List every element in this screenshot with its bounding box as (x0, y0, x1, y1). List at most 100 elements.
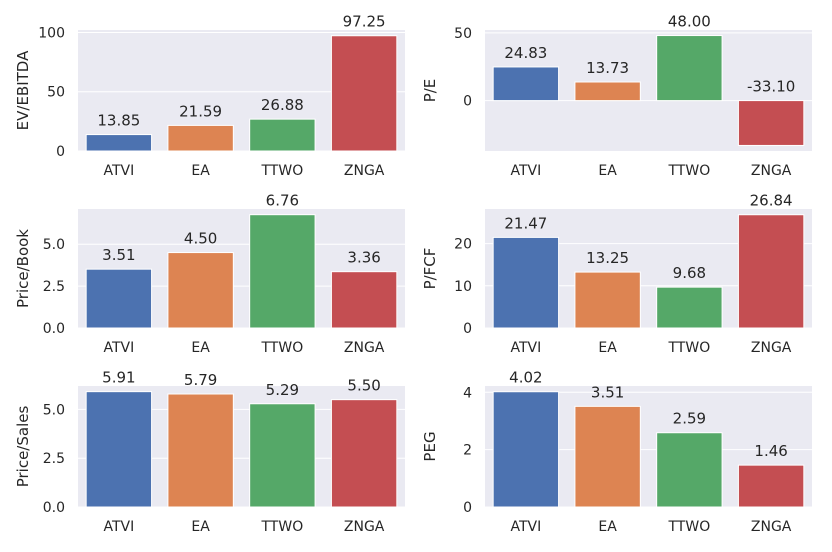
p-e-bar-atvi (492, 66, 560, 102)
peg-x-tick-label: ZNGA (751, 519, 792, 535)
ev-ebitda-x-tick-label: ZNGA (344, 163, 385, 179)
p-fcf-data-label: 26.84 (750, 192, 793, 210)
price-book-y-tick-label: 0.0 (43, 321, 65, 337)
p-e-bar-ea (574, 81, 641, 102)
price-book-bar-atvi (85, 268, 153, 329)
peg-bar-znga (737, 464, 805, 508)
price-book-y-tick-label: 5.0 (43, 237, 65, 253)
ev-ebitda-data-label: 21.59 (179, 102, 222, 120)
p-fcf-bar-atvi (492, 236, 560, 329)
p-e-x-tick-label: ATVI (511, 163, 542, 179)
ev-ebitda-y-tick-label: 100 (38, 25, 65, 41)
ev-ebitda-data-label: 26.88 (261, 96, 304, 114)
price-sales-data-label: 5.91 (102, 369, 135, 387)
subplot-p-fcf: 0 10 20 21.47 ATVI 13.25 EA 9.68 TTWO 26.84 ZNGA P/… (421, 192, 812, 356)
p-e-bar-ttwo (656, 35, 723, 102)
p-e-data-label: -33.10 (747, 78, 795, 96)
ev-ebitda-bar-atvi (85, 134, 153, 152)
p-e-y-axis-label: P/E (421, 79, 439, 103)
peg-data-label: 1.46 (754, 442, 787, 460)
price-sales-bar-znga (330, 399, 398, 508)
price-book-data-label: 4.50 (184, 230, 217, 248)
p-fcf-x-tick-label: ATVI (511, 340, 542, 356)
price-sales-bar-ea (167, 393, 234, 508)
ev-ebitda-y-tick-label: 50 (47, 85, 65, 101)
subplot-p-e: 0 50 24.83 ATVI 13.73 EA 48.00 TTWO -33.10 ZNGA P/… (421, 13, 812, 179)
peg-bar-ea (574, 405, 641, 508)
p-fcf-bar-ea (574, 271, 641, 329)
p-fcf-y-tick-label: 0 (463, 321, 472, 337)
price-sales-y-tick-label: 5.0 (43, 402, 65, 418)
price-sales-x-tick-label: ZNGA (344, 519, 385, 535)
p-e-y-tick-label: 50 (454, 26, 472, 42)
price-sales-bar-atvi (85, 391, 153, 508)
ev-ebitda-bar-znga (330, 35, 398, 152)
ev-ebitda-y-tick-label: 0 (56, 144, 65, 160)
ev-ebitda-bar-ea (167, 124, 234, 152)
peg-y-axis-label: PEG (421, 431, 439, 461)
peg-data-label: 3.51 (591, 383, 624, 401)
peg-x-tick-label: EA (598, 519, 617, 535)
subplot-price-book: 0.0 2.5 5.0 3.51 ATVI 4.50 EA 6.76 TTWO 3.36 ZNGA P… (14, 192, 405, 356)
price-book-x-tick-label: ATVI (104, 340, 135, 356)
price-book-bar-ea (167, 252, 234, 329)
p-e-data-label: 48.00 (668, 13, 711, 31)
p-fcf-data-label: 21.47 (504, 214, 547, 232)
subplot-price-sales: 0.0 2.5 5.0 5.91 ATVI 5.79 EA 5.29 TTWO 5.50 ZNGA P… (14, 369, 405, 535)
p-fcf-bar-ttwo (656, 286, 723, 329)
p-fcf-bar-znga (737, 214, 805, 329)
p-fcf-x-tick-label: TTWO (668, 340, 711, 356)
price-book-bar-ttwo (249, 214, 316, 329)
ev-ebitda-data-label: 13.85 (97, 112, 140, 130)
p-fcf-x-tick-label: ZNGA (751, 340, 792, 356)
peg-data-label: 2.59 (673, 410, 706, 428)
price-sales-x-tick-label: ATVI (104, 519, 135, 535)
price-sales-data-label: 5.29 (266, 381, 299, 399)
price-sales-y-tick-label: 0.0 (43, 500, 65, 516)
ev-ebitda-bar-ttwo (249, 118, 316, 152)
p-fcf-y-tick-label: 20 (454, 237, 472, 253)
peg-x-tick-label: TTWO (668, 519, 711, 535)
price-book-x-tick-label: EA (191, 340, 210, 356)
ev-ebitda-y-axis-label: EV/EBITDA (14, 50, 32, 130)
price-sales-bar-ttwo (249, 403, 316, 508)
price-book-x-tick-label: ZNGA (344, 340, 385, 356)
peg-y-tick-label: 2 (463, 443, 472, 459)
price-book-y-axis-label: Price/Book (14, 229, 32, 308)
peg-y-tick-label: 4 (463, 385, 472, 401)
p-e-x-tick-label: EA (598, 163, 617, 179)
p-fcf-y-tick-label: 10 (454, 279, 472, 295)
p-e-data-label: 24.83 (504, 44, 547, 62)
price-sales-x-tick-label: TTWO (261, 519, 304, 535)
p-fcf-data-label: 13.25 (586, 249, 629, 267)
p-e-x-tick-label: TTWO (668, 163, 711, 179)
price-sales-data-label: 5.79 (184, 371, 217, 389)
subplot-peg: 0 2 4 4.02 ATVI 3.51 EA 2.59 TTWO 1.46 ZNGA PEG (421, 369, 812, 535)
ev-ebitda-x-tick-label: TTWO (261, 163, 304, 179)
peg-bar-atvi (492, 391, 560, 508)
peg-data-label: 4.02 (509, 369, 542, 387)
price-sales-data-label: 5.50 (347, 377, 380, 395)
peg-bar-ttwo (656, 432, 723, 508)
price-book-bar-znga (330, 271, 398, 329)
p-e-x-tick-label: ZNGA (751, 163, 792, 179)
p-e-data-label: 13.73 (586, 59, 629, 77)
price-sales-y-tick-label: 2.5 (43, 451, 65, 467)
ev-ebitda-x-tick-label: ATVI (104, 163, 135, 179)
price-book-data-label: 3.51 (102, 246, 135, 264)
p-fcf-x-tick-label: EA (598, 340, 617, 356)
peg-y-tick-label: 0 (463, 500, 472, 516)
peg-x-tick-label: ATVI (511, 519, 542, 535)
price-book-y-tick-label: 2.5 (43, 279, 65, 295)
p-e-bar-znga (737, 100, 805, 146)
price-sales-y-axis-label: Price/Sales (14, 406, 32, 488)
subplot-ev-ebitda: 0 50 100 13.85 ATVI 21.59 EA 26.88 TTWO 97.25 ZNGA… (14, 13, 405, 179)
price-sales-x-tick-label: EA (191, 519, 210, 535)
price-book-x-tick-label: TTWO (261, 340, 304, 356)
p-fcf-y-axis-label: P/FCF (421, 248, 439, 290)
price-book-data-label: 6.76 (266, 192, 299, 210)
p-e-y-tick-label: 0 (463, 94, 472, 110)
p-fcf-data-label: 9.68 (673, 264, 706, 282)
ev-ebitda-data-label: 97.25 (343, 13, 386, 31)
